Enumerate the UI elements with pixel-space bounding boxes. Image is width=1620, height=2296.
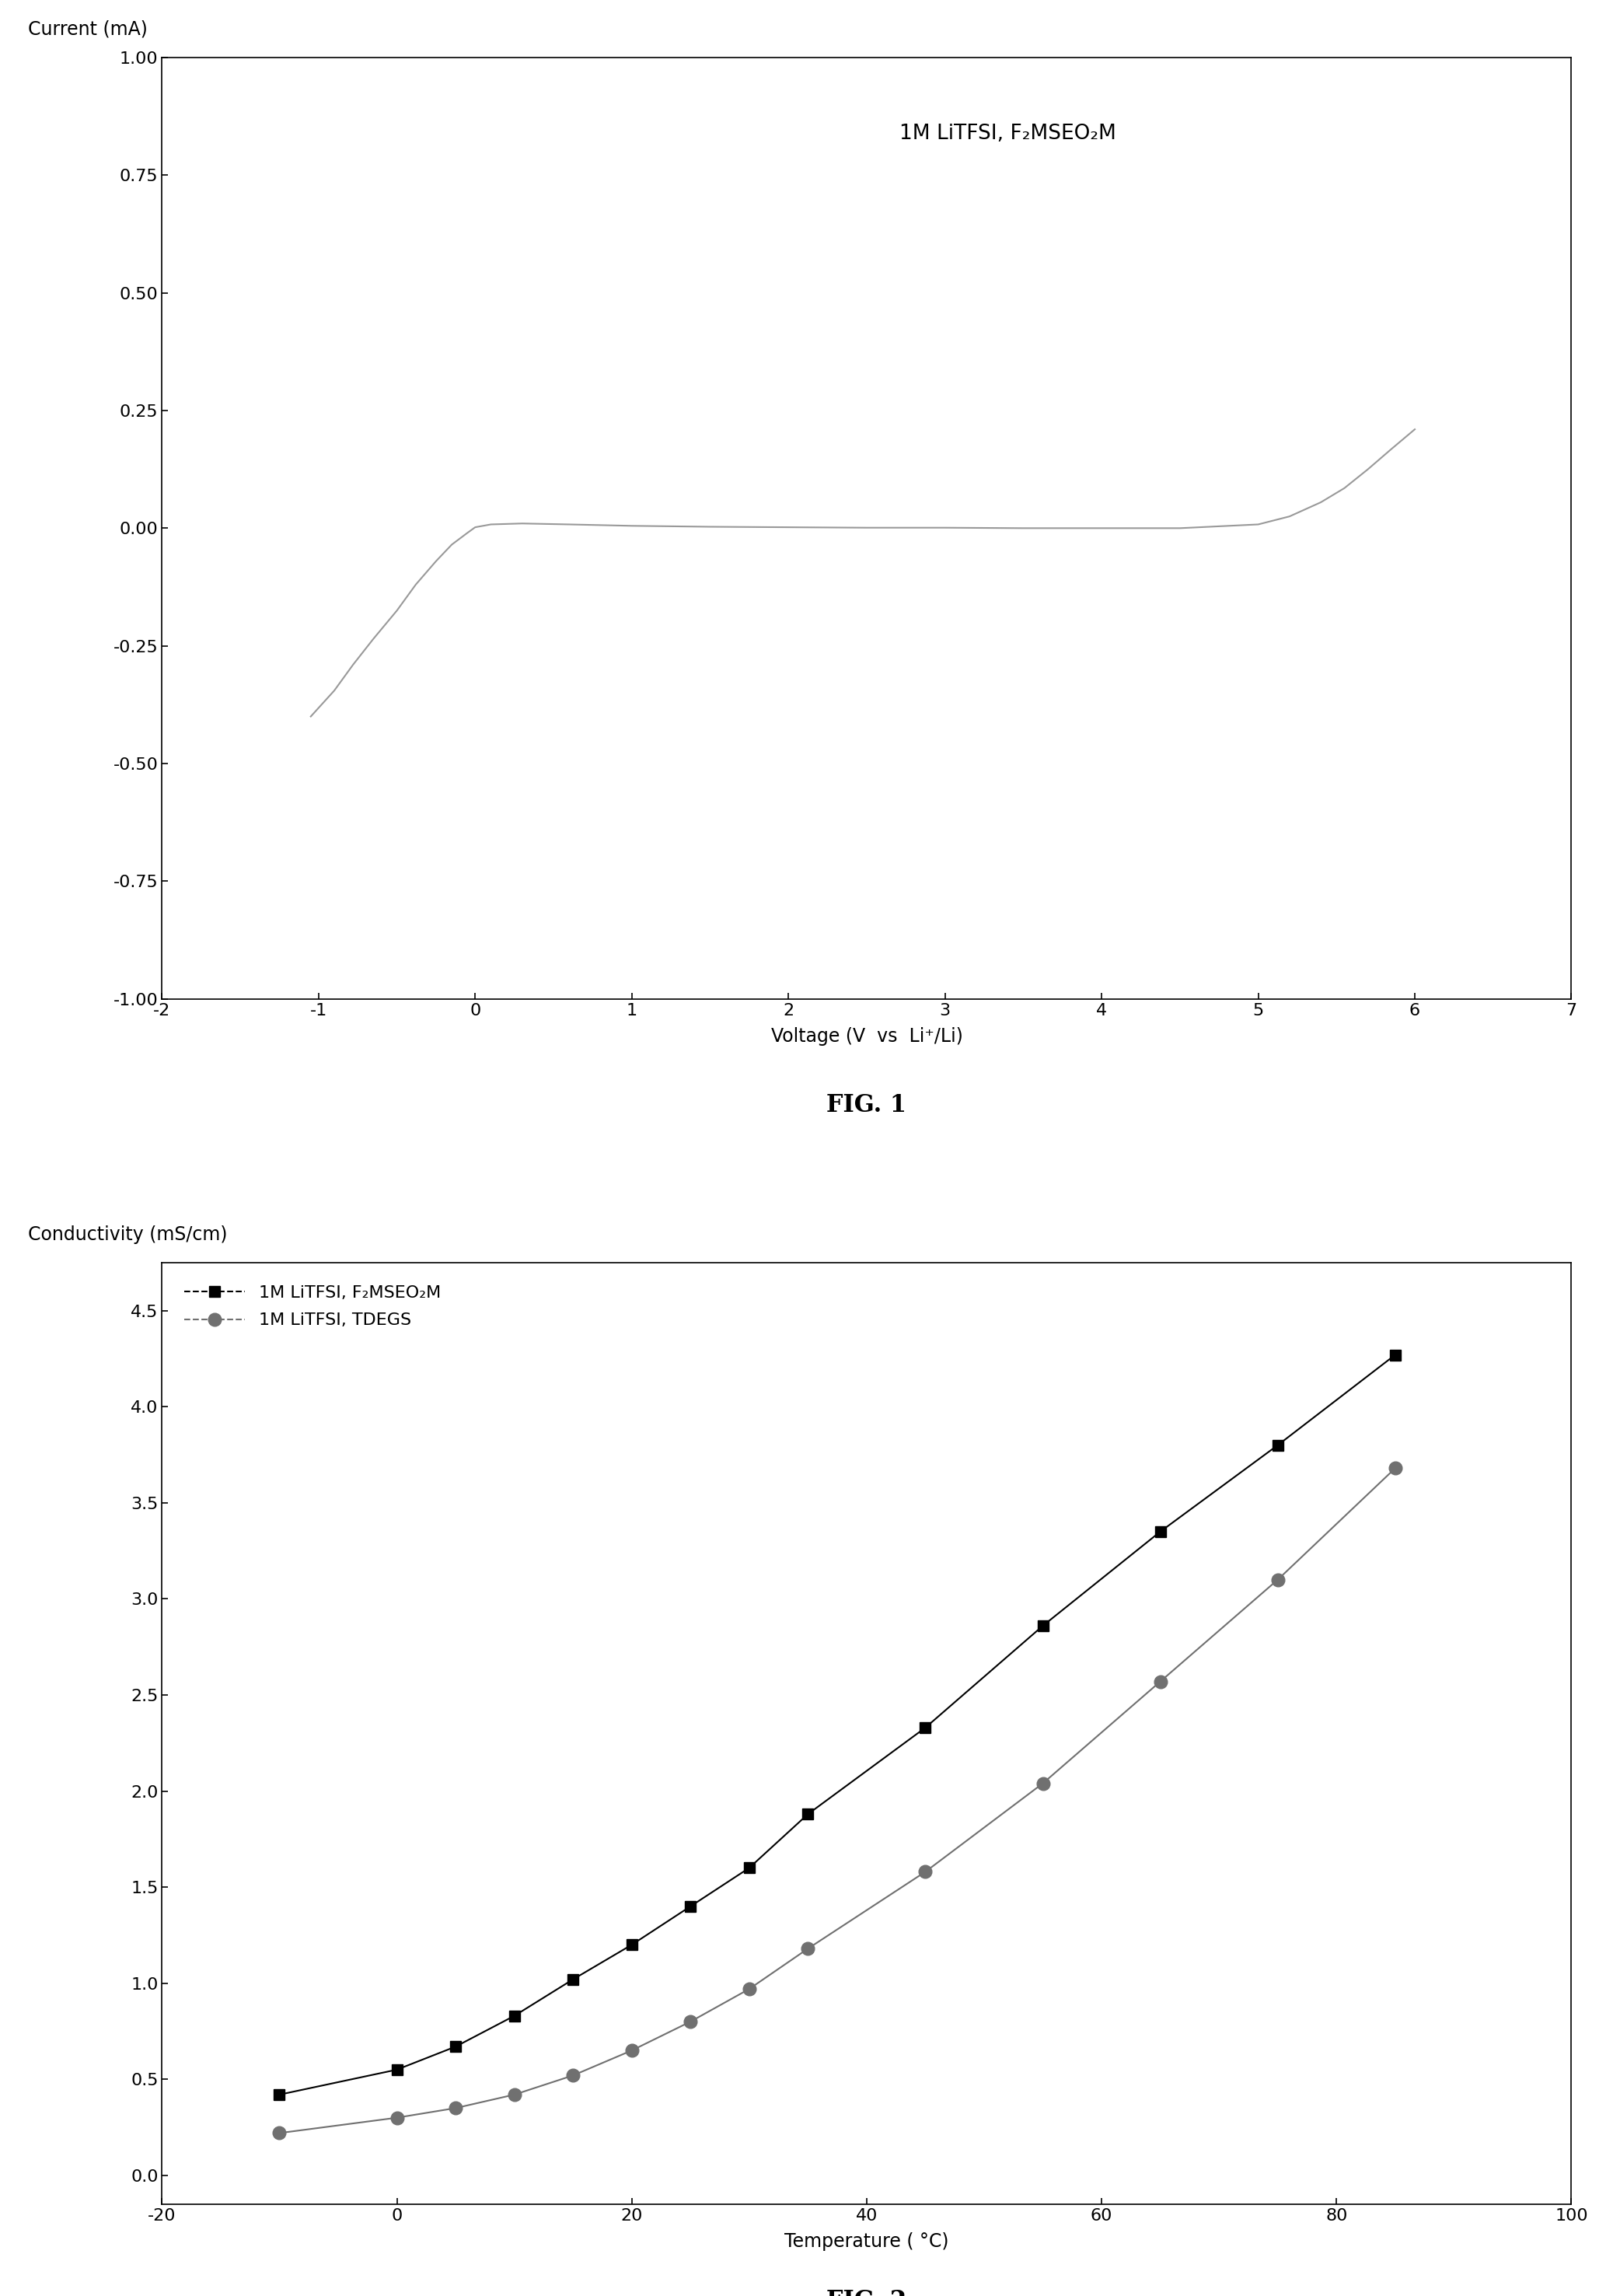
Text: Conductivity (mS/cm): Conductivity (mS/cm) [28,1226,227,1244]
Text: FIG. 1: FIG. 1 [826,1093,907,1118]
1M LiTFSI, TDEGS [799,1936,818,1963]
1M LiTFSI, F₂MSEO₂M [1034,1612,1053,1639]
1M LiTFSI, F₂MSEO₂M [622,1931,642,1958]
1M LiTFSI, TDEGS [1385,1453,1405,1481]
1M LiTFSI, TDEGS [915,1857,935,1885]
X-axis label: Voltage (V  vs  Li⁺/Li): Voltage (V vs Li⁺/Li) [771,1026,962,1045]
1M LiTFSI, F₂MSEO₂M [739,1855,758,1883]
Line: 1M LiTFSI, F₂MSEO₂M: 1M LiTFSI, F₂MSEO₂M [274,1350,1401,2101]
Line: 1M LiTFSI, TDEGS: 1M LiTFSI, TDEGS [274,1463,1401,2140]
1M LiTFSI, TDEGS [269,2119,288,2147]
1M LiTFSI, F₂MSEO₂M [1385,1341,1405,1368]
1M LiTFSI, F₂MSEO₂M [799,1800,818,1828]
1M LiTFSI, TDEGS [446,2094,465,2122]
Legend: 1M LiTFSI, F₂MSEO₂M, 1M LiTFSI, TDEGS: 1M LiTFSI, F₂MSEO₂M, 1M LiTFSI, TDEGS [170,1272,455,1343]
1M LiTFSI, TDEGS [504,2080,523,2108]
1M LiTFSI, TDEGS [739,1975,758,2002]
Text: FIG. 2: FIG. 2 [826,2289,907,2296]
1M LiTFSI, F₂MSEO₂M [915,1713,935,1740]
1M LiTFSI, F₂MSEO₂M [680,1892,700,1919]
1M LiTFSI, F₂MSEO₂M [387,2055,407,2082]
1M LiTFSI, TDEGS [1150,1667,1170,1694]
1M LiTFSI, F₂MSEO₂M [1268,1430,1288,1458]
Text: Current (mA): Current (mA) [28,21,147,39]
1M LiTFSI, F₂MSEO₂M [504,2002,523,2030]
X-axis label: Temperature ( °C): Temperature ( °C) [784,2232,949,2250]
1M LiTFSI, F₂MSEO₂M [1150,1518,1170,1545]
1M LiTFSI, TDEGS [1034,1770,1053,1798]
1M LiTFSI, TDEGS [1268,1566,1288,1593]
1M LiTFSI, TDEGS [680,2007,700,2034]
1M LiTFSI, F₂MSEO₂M [269,2080,288,2108]
1M LiTFSI, F₂MSEO₂M [564,1965,583,1993]
1M LiTFSI, TDEGS [387,2103,407,2131]
1M LiTFSI, TDEGS [622,2037,642,2064]
1M LiTFSI, F₂MSEO₂M [446,2032,465,2060]
1M LiTFSI, TDEGS [564,2062,583,2089]
Text: 1M LiTFSI, F₂MSEO₂M: 1M LiTFSI, F₂MSEO₂M [899,124,1116,145]
